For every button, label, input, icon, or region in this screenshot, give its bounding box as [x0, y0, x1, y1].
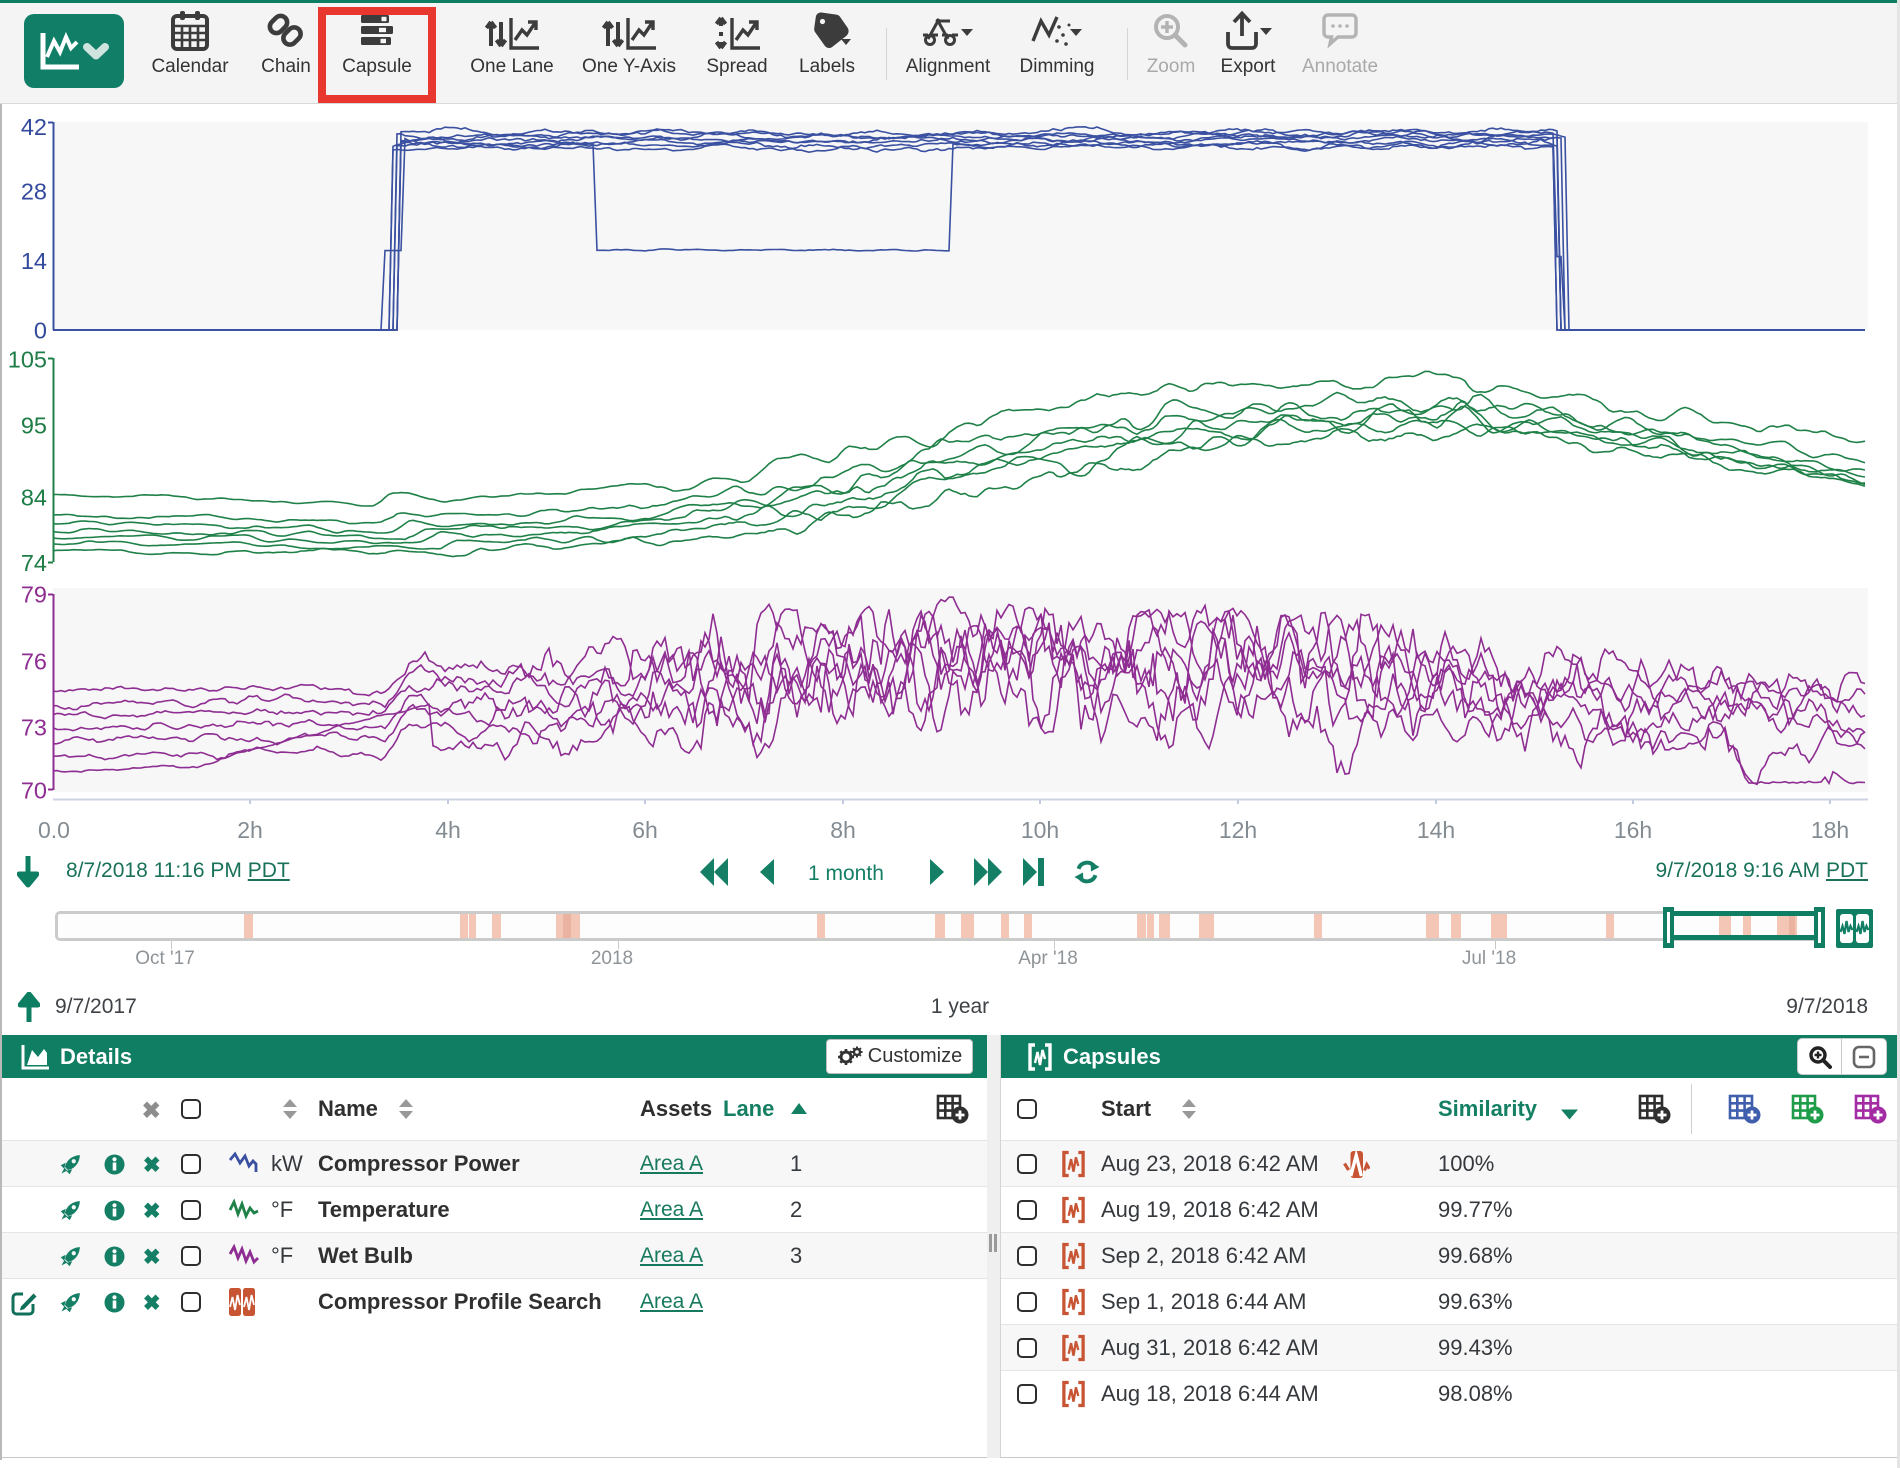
svg-text:74: 74	[21, 550, 47, 576]
svg-text:14: 14	[21, 248, 47, 274]
svg-text:95: 95	[21, 413, 47, 439]
svg-text:28: 28	[21, 179, 47, 205]
svg-text:84: 84	[21, 485, 47, 511]
svg-text:0: 0	[34, 318, 47, 344]
svg-text:70: 70	[21, 778, 47, 804]
svg-text:79: 79	[21, 582, 47, 608]
svg-text:42: 42	[21, 114, 47, 140]
svg-text:105: 105	[8, 347, 47, 373]
svg-text:73: 73	[21, 715, 47, 741]
svg-text:76: 76	[21, 649, 47, 675]
svg-text:1 month: 1 month	[808, 862, 884, 885]
